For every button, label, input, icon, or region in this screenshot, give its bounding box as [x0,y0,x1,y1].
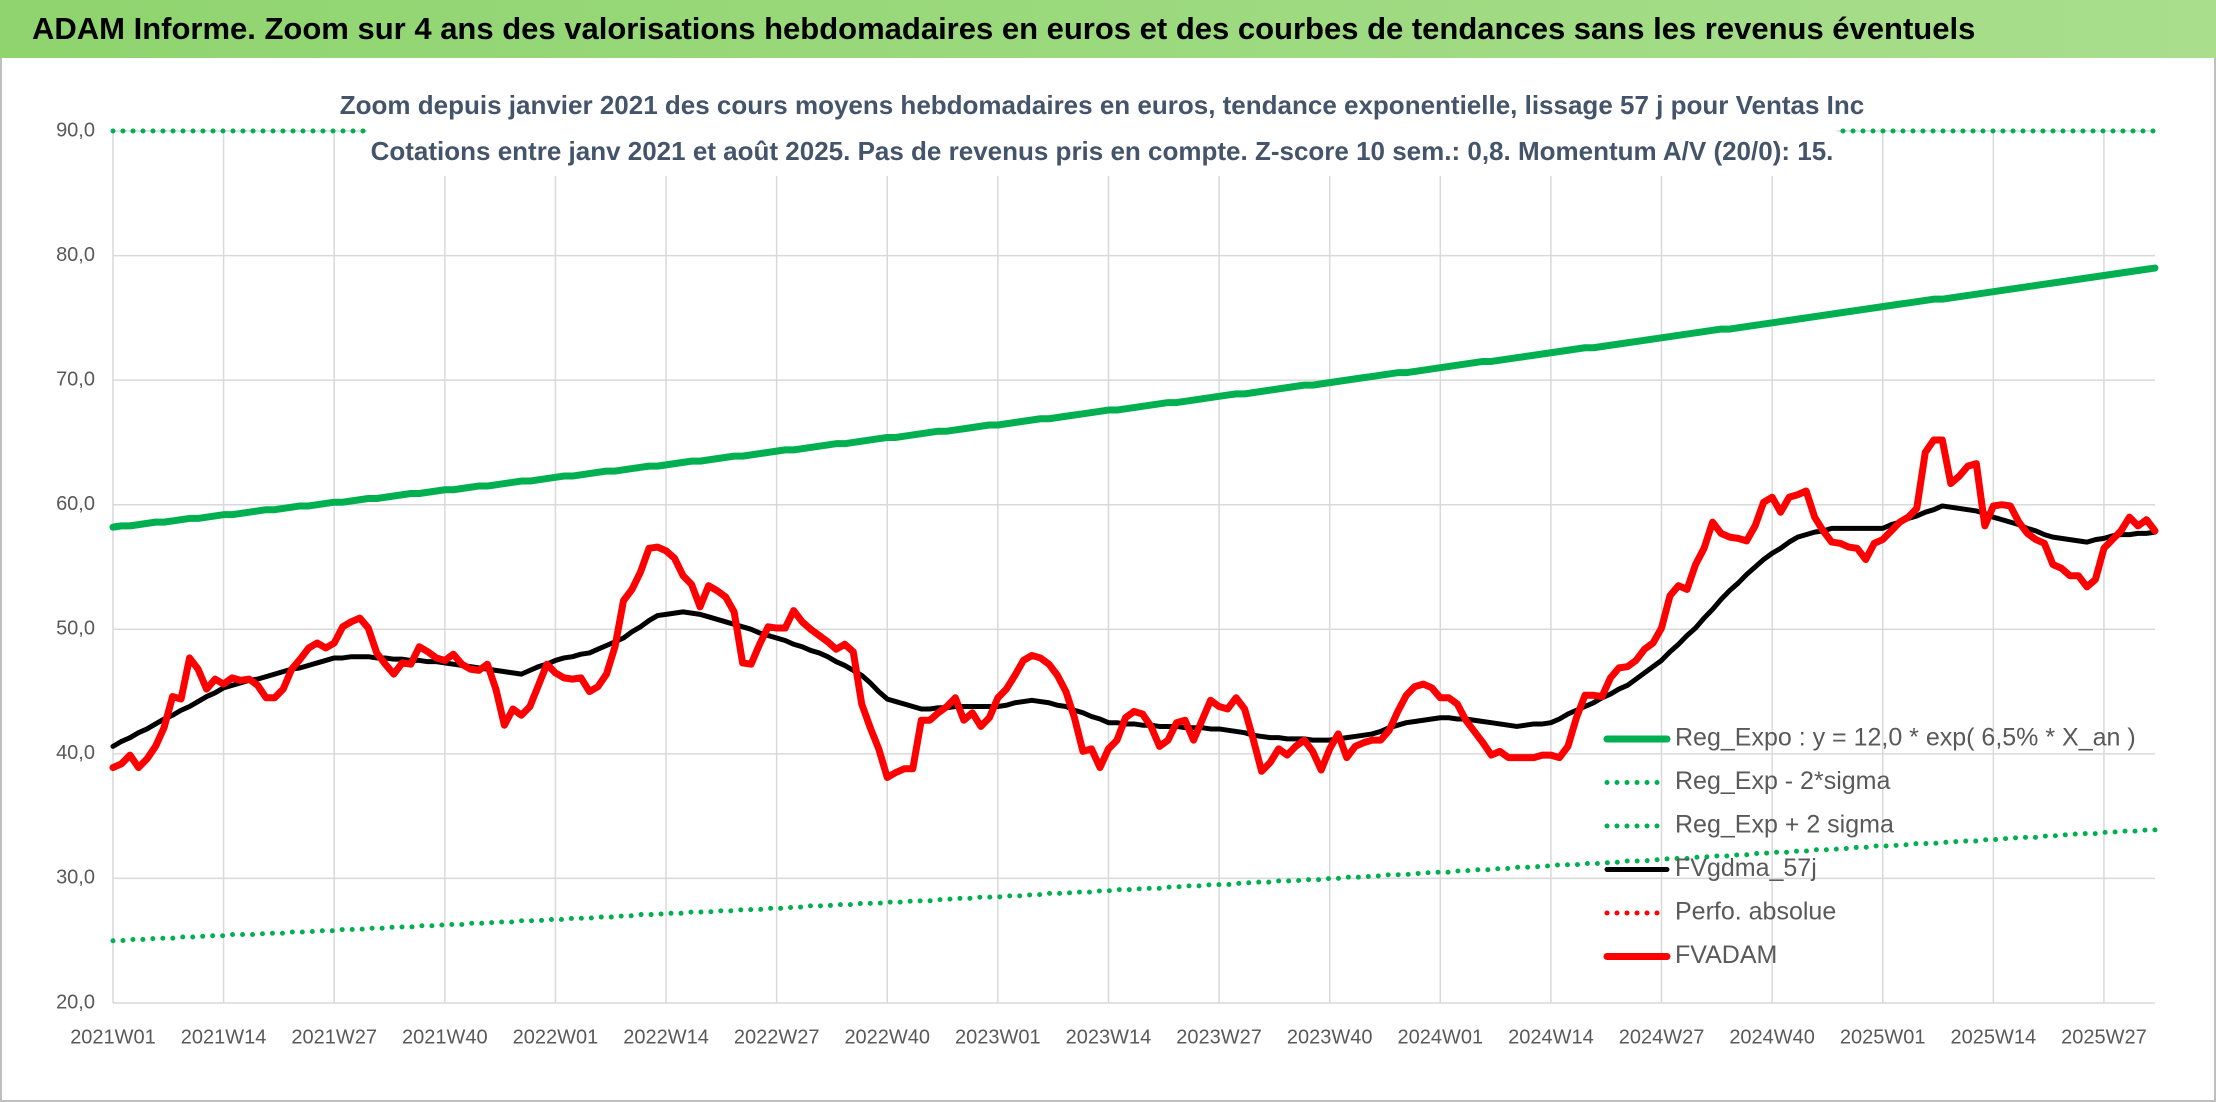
series-line [109,264,2159,531]
x-tick-label: 2024W14 [1508,1026,1594,1048]
page-title: ADAM Informe. Zoom sur 4 ans des valoris… [32,11,1975,46]
x-tick-label: 2021W27 [291,1026,377,1048]
legend-label: Reg_Expo : y = 12,0 * exp( 6,5% * X_an ) [1675,724,2136,752]
banner [0,0,2216,58]
subtitle: Cotations entre janv 2021 et août 2025. … [371,136,1834,166]
x-tick-label: 2021W40 [402,1026,488,1048]
legend-label: Reg_Exp - 2*sigma [1675,767,1890,795]
x-tick-label: 2023W27 [1176,1026,1262,1048]
x-tick-label: 2022W01 [513,1026,599,1048]
x-tick-label: 2021W14 [181,1026,267,1048]
series-line [110,827,2158,944]
x-tick-label: 2025W14 [1951,1026,2037,1048]
legend: Reg_Expo : y = 12,0 * exp( 6,5% * X_an )… [1603,724,2136,969]
y-tick-label: 50,0 [56,618,95,640]
legend-label: FVADAM [1675,941,1777,969]
y-tick-label: 90,0 [56,119,95,141]
x-tick-label: 2024W27 [1619,1026,1705,1048]
series-line [109,436,2159,782]
x-tick-label: 2022W27 [734,1026,820,1048]
x-tick-label: 2021W01 [70,1026,156,1048]
y-tick-label: 20,0 [56,991,95,1013]
legend-label: FVgdma_57j [1675,854,1817,882]
legend-label: Perfo. absolue [1675,898,1836,926]
y-tick-label: 70,0 [56,368,95,390]
subtitle-box [367,80,1837,176]
x-tick-label: 2024W40 [1729,1026,1815,1048]
x-tick-label: 2024W01 [1397,1026,1483,1048]
x-tick-label: 2025W27 [2061,1026,2147,1048]
y-tick-label: 40,0 [56,742,95,764]
legend-label: Reg_Exp + 2 sigma [1675,811,1894,839]
x-tick-label: 2022W14 [623,1026,709,1048]
x-tick-label: 2023W40 [1287,1026,1373,1048]
y-tick-label: 30,0 [56,867,95,889]
x-tick-label: 2023W01 [955,1026,1041,1048]
subtitle: Zoom depuis janvier 2021 des cours moyen… [340,90,1864,120]
x-tick-label: 2023W14 [1066,1026,1152,1048]
x-tick-label: 2025W01 [1840,1026,1926,1048]
grid: 20,0 30,0 40,0 50,0 60,0 70,0 80,0 90,0 2021W01 2… [56,119,2155,1048]
y-tick-label: 80,0 [56,244,95,266]
series-line [110,503,2158,749]
x-tick-label: 2022W40 [844,1026,930,1048]
y-tick-label: 60,0 [56,493,95,515]
